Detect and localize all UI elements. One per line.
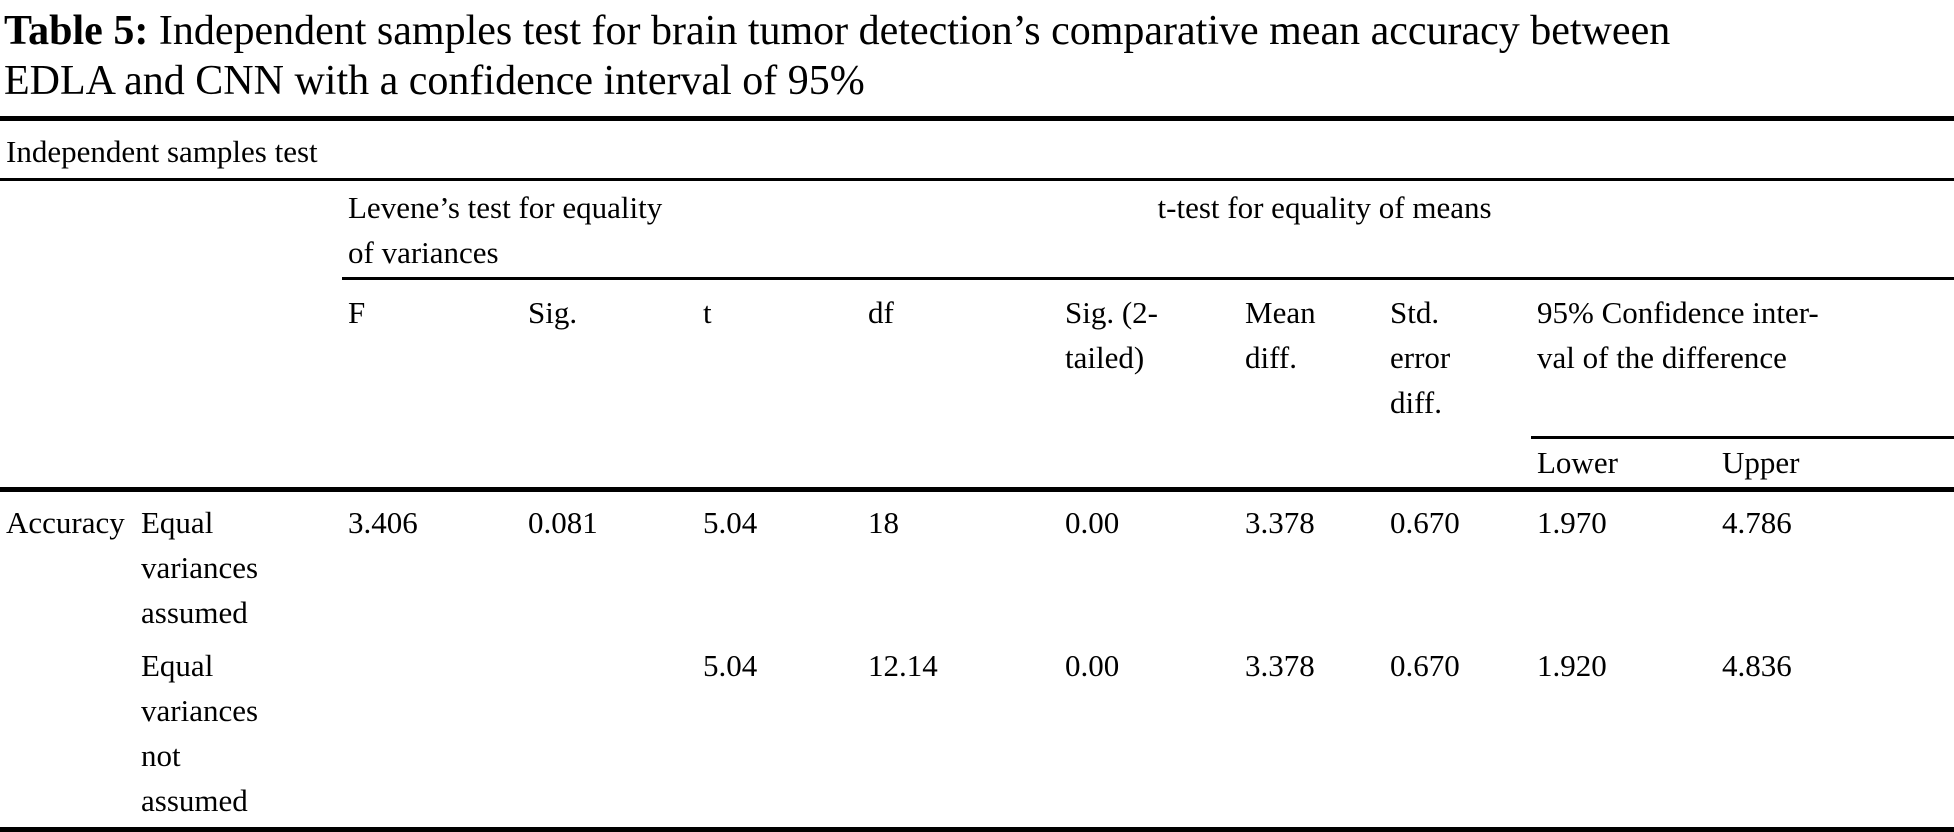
- group-header-ttest: t-test for equality of means: [697, 179, 1954, 280]
- cell-lower: 1.920: [1537, 648, 1607, 683]
- cell-std-error-diff: 0.670: [1384, 487, 1531, 643]
- col-header-mean-diff: Mean diff.: [1245, 295, 1316, 375]
- group-header-row: Levene’s test for equality of variances …: [0, 179, 1954, 280]
- table-title-row: Independent samples test: [0, 116, 1954, 181]
- ci-header-line2: val of the difference: [1537, 340, 1787, 375]
- table-row-equal-variances-not-assumed: Equal variances not assumed 5.04 12.14 0…: [0, 643, 1954, 830]
- header-corner-spacer: [0, 180, 342, 490]
- cell-t: 5.04: [697, 487, 862, 643]
- cell-df: 18: [862, 487, 1059, 643]
- ci-header-line1: 95% Confidence inter-: [1537, 295, 1819, 330]
- cell-upper: 4.836: [1722, 648, 1792, 683]
- cell-upper: 4.786: [1716, 487, 1954, 643]
- col-header-df: df: [868, 295, 894, 330]
- row-label-accuracy: Accuracy: [0, 487, 135, 830]
- cell-sig-2-tailed: 0.00: [1059, 487, 1239, 643]
- table-caption: Table 5: Independent samples test for br…: [0, 0, 1954, 106]
- cell-mean-diff: 3.378: [1245, 648, 1315, 683]
- col-header-t: t: [703, 295, 712, 330]
- independent-samples-test-table: Independent samples test Levene’s test f…: [0, 116, 1954, 832]
- caption-text-line1: Independent samples test for brain tumor…: [148, 8, 1671, 54]
- cell-f: 3.406: [342, 487, 522, 643]
- cell-std-error-diff: 0.670: [1390, 648, 1460, 683]
- table-row-equal-variances-assumed: Accuracy Equal variances assumed 3.406 0…: [0, 487, 1954, 830]
- caption-text-line2: EDLA and CNN with a confidence interval …: [4, 58, 865, 104]
- caption-label: Table 5:: [4, 8, 149, 54]
- col-header-confidence-interval: 95% Confidence inter- val of the differe…: [1531, 278, 1954, 439]
- cell-mean-diff: 3.378: [1239, 487, 1384, 643]
- col-header-sig: Sig.: [528, 295, 578, 330]
- condition-label: Equal variances not assumed: [141, 648, 259, 818]
- cell-lower: 1.970: [1531, 487, 1716, 643]
- condition-label: Equal variances assumed: [135, 487, 342, 643]
- cell-f: [342, 643, 522, 830]
- col-header-std-error-diff: Std. error diff.: [1390, 295, 1451, 420]
- ci-subheader-row: Lower Upper: [0, 438, 1954, 490]
- group-header-levene: Levene’s test for equality of variances: [342, 179, 697, 280]
- cell-t: 5.04: [703, 648, 758, 683]
- cell-df: 12.14: [868, 648, 938, 683]
- cell-sig: 0.081: [522, 487, 697, 643]
- col-header-f: F: [348, 295, 366, 330]
- col-header-sig-2-tailed: Sig. (2-tailed): [1065, 295, 1158, 375]
- cell-sig: [522, 643, 697, 830]
- table-title: Independent samples test: [0, 116, 1954, 181]
- cell-sig-2-tailed: 0.00: [1065, 648, 1120, 683]
- column-header-row: F Sig. t df Sig. (2-tailed) Mean diff. S…: [0, 278, 1954, 439]
- col-header-upper: Upper: [1722, 445, 1800, 480]
- col-header-lower: Lower: [1537, 445, 1618, 480]
